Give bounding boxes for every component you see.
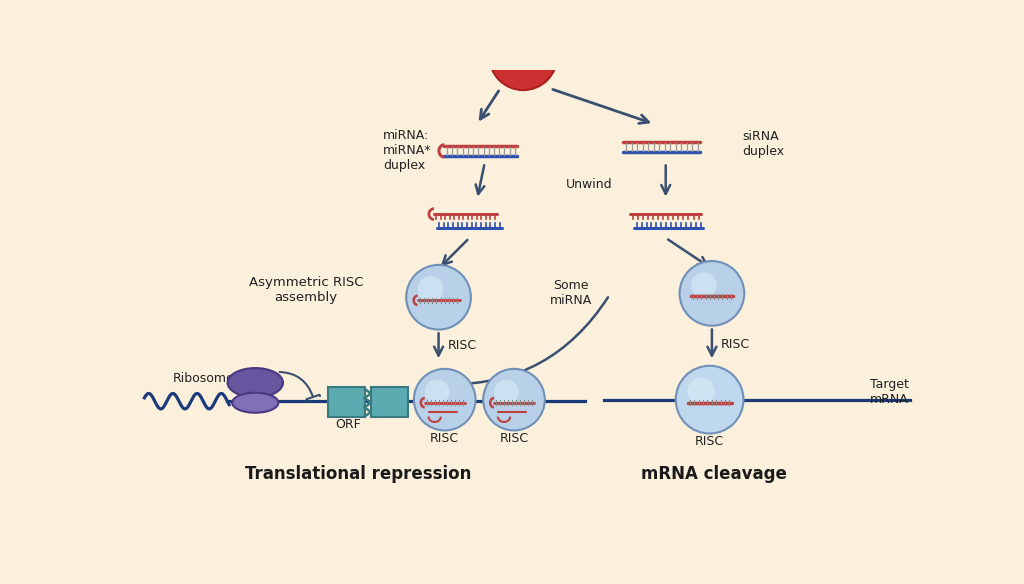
Ellipse shape	[227, 368, 283, 397]
Circle shape	[489, 22, 557, 90]
FancyBboxPatch shape	[328, 387, 365, 416]
Text: mRNA cleavage: mRNA cleavage	[641, 465, 787, 484]
Ellipse shape	[494, 380, 518, 404]
Ellipse shape	[425, 380, 450, 404]
Ellipse shape	[680, 261, 744, 326]
Ellipse shape	[676, 366, 743, 433]
Text: Translational repression: Translational repression	[245, 465, 471, 484]
Text: RISC: RISC	[721, 338, 751, 351]
Ellipse shape	[232, 392, 279, 413]
Text: RISC: RISC	[695, 434, 724, 448]
Text: miRNA:
miRNA*
duplex: miRNA: miRNA* duplex	[383, 130, 432, 172]
Ellipse shape	[483, 369, 545, 430]
Text: Target
mRNA: Target mRNA	[869, 378, 908, 406]
Ellipse shape	[407, 265, 471, 329]
Ellipse shape	[691, 272, 717, 298]
Text: Unwind: Unwind	[565, 178, 612, 190]
Text: ORF: ORF	[335, 418, 360, 431]
Ellipse shape	[418, 276, 443, 302]
Text: RISC: RISC	[447, 339, 477, 352]
Text: Ribosome: Ribosome	[173, 371, 234, 385]
Ellipse shape	[414, 369, 475, 430]
Text: Asymmetric RISC
assembly: Asymmetric RISC assembly	[249, 276, 364, 304]
Text: RISC: RISC	[500, 432, 528, 444]
Text: Some
miRNA: Some miRNA	[550, 279, 592, 307]
Text: siRNA
duplex: siRNA duplex	[742, 130, 784, 158]
FancyBboxPatch shape	[126, 65, 923, 524]
Circle shape	[503, 36, 524, 58]
Ellipse shape	[687, 378, 715, 405]
FancyBboxPatch shape	[371, 387, 408, 416]
Text: RISC: RISC	[430, 432, 460, 444]
